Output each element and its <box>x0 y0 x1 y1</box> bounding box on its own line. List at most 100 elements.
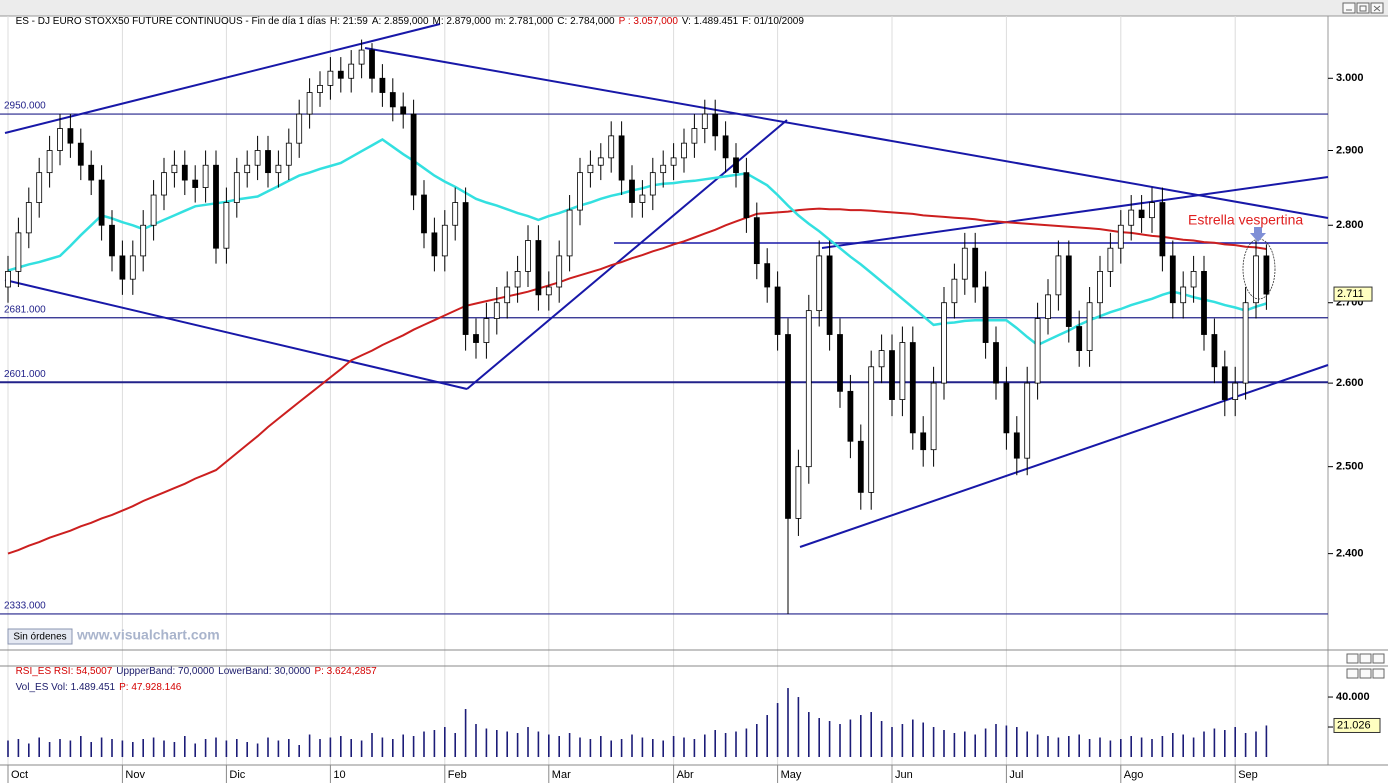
candle-body <box>337 70 344 79</box>
volume-bar <box>724 733 727 757</box>
candle-body <box>1242 302 1249 384</box>
candle-body <box>1201 270 1207 335</box>
volume-bar <box>1078 734 1080 757</box>
orders-button-label[interactable]: Sin órdenes <box>13 632 66 643</box>
close-button[interactable] <box>1372 653 1385 664</box>
volume-bar <box>1172 733 1174 757</box>
trendline <box>466 119 788 390</box>
candle-body <box>1097 270 1103 304</box>
candle-body <box>306 92 313 115</box>
volume-bar <box>974 734 976 757</box>
candle-body <box>161 172 167 196</box>
candle-body <box>358 49 365 65</box>
candle-body <box>1055 255 1062 296</box>
level-label: 2601.000 <box>4 369 46 380</box>
candle-body <box>192 179 199 188</box>
candle-body <box>909 342 916 434</box>
candle-body <box>348 63 355 79</box>
volume-bar <box>194 743 196 757</box>
panel-buttons <box>1346 653 1385 679</box>
candle-body <box>514 270 521 288</box>
volume-bar <box>1109 740 1112 757</box>
volume-bar <box>1265 725 1268 757</box>
volume-bar <box>589 739 592 757</box>
trendline <box>364 47 1329 219</box>
y-tick-label: 3.000 <box>1336 72 1364 84</box>
candle-body <box>36 172 43 203</box>
x-tick-label: May <box>781 769 802 781</box>
trendlines <box>4 23 1329 548</box>
candle-body <box>67 128 74 144</box>
volume-bar <box>849 719 852 757</box>
volume-bar <box>152 737 155 757</box>
volume-bar <box>662 740 664 757</box>
candle-body <box>150 194 157 226</box>
y-tick-label: 2.900 <box>1336 144 1364 156</box>
maximize-button[interactable] <box>1359 668 1372 679</box>
x-tick-label: Ago <box>1124 769 1144 781</box>
candle-body <box>410 113 417 196</box>
candle-body <box>961 247 968 280</box>
candle-body <box>785 334 791 519</box>
volume-bar <box>48 742 51 757</box>
candle-body <box>1117 224 1124 249</box>
candle-body <box>920 432 927 451</box>
candle-body <box>1003 382 1010 434</box>
trendline <box>821 176 1329 249</box>
rsi-p: P: 3.624,2857 <box>314 666 377 677</box>
volume-bar <box>1140 737 1143 757</box>
volume-bar <box>756 724 758 757</box>
candle-body <box>649 172 656 196</box>
candle-body <box>982 286 989 343</box>
stat: V: 1.489.451 <box>681 16 739 27</box>
y-tick-label: 2.600 <box>1336 377 1364 389</box>
volume-bar <box>1130 736 1132 757</box>
volume-bar <box>444 727 446 757</box>
minimize-button[interactable] <box>1342 2 1356 14</box>
rsi-value: RSI_ES RSI: 54,5007 <box>15 666 113 677</box>
volume-bar <box>90 742 92 757</box>
volume-bar <box>319 739 321 757</box>
candle-body <box>77 142 84 166</box>
close-button[interactable] <box>1372 668 1385 679</box>
candle-body <box>722 135 729 159</box>
volume-bar <box>818 718 820 757</box>
candle-body <box>795 466 802 519</box>
candle-body <box>878 350 885 368</box>
volume-bar <box>912 719 914 757</box>
volume-bar <box>80 736 82 757</box>
volume-bar <box>381 737 384 757</box>
candle-body <box>826 255 833 335</box>
candle-body <box>545 286 552 296</box>
candle-body <box>1045 294 1051 319</box>
candle-body <box>1253 255 1259 304</box>
volume-bar <box>204 739 207 757</box>
minimize-button[interactable] <box>1346 653 1359 664</box>
maximize-button[interactable] <box>1359 653 1372 664</box>
highlight-ellipse <box>1242 238 1276 300</box>
maximize-button[interactable] <box>1356 2 1370 14</box>
volume-bar <box>59 739 61 757</box>
moving-average <box>7 207 1267 555</box>
candle-body <box>88 164 95 181</box>
candle-body <box>868 366 875 493</box>
candle-body <box>275 164 282 174</box>
y-tick-label: 40.000 <box>1336 691 1370 703</box>
volume-bar <box>548 734 550 757</box>
candle-body <box>327 70 334 86</box>
volume-bar <box>808 712 810 757</box>
volume-bar <box>28 743 30 757</box>
candle-body <box>660 164 667 174</box>
volume-bar <box>1151 739 1153 757</box>
x-tick-label: Jul <box>1009 769 1023 781</box>
candle-body <box>525 240 531 272</box>
volume-bar <box>1203 731 1205 757</box>
candle-body <box>431 232 438 257</box>
orders-button[interactable] <box>7 628 73 645</box>
minimize-button[interactable] <box>1346 668 1359 679</box>
candle-body <box>1128 209 1135 226</box>
candle-body <box>1076 326 1083 351</box>
volume-bar <box>860 715 862 757</box>
volume-bar <box>527 727 529 757</box>
candle-body <box>202 164 209 188</box>
